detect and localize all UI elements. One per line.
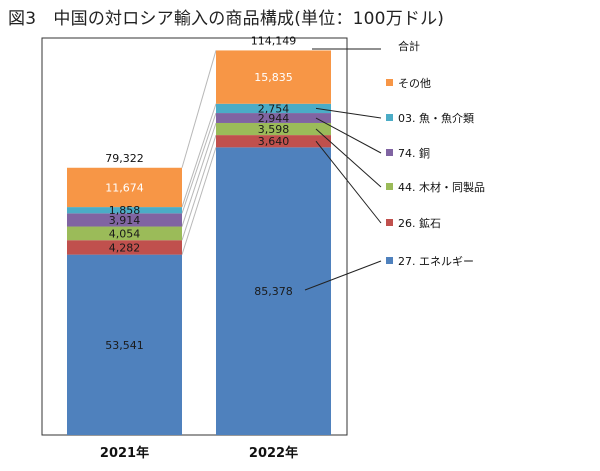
bar-segment: [67, 254, 182, 435]
legend-swatch: [386, 257, 393, 264]
data-label: 3,914: [109, 214, 141, 227]
legend-label: 26. 鉱石: [398, 216, 441, 230]
bar-segment: [67, 213, 182, 227]
data-label: 4,282: [109, 241, 141, 254]
data-label: 53,541: [105, 339, 144, 352]
series-connector-line: [181, 103, 217, 208]
data-label: 2,944: [258, 112, 290, 125]
leader-line: [315, 117, 382, 154]
data-label: 1,858: [109, 204, 141, 217]
legend-swatch: [386, 114, 393, 121]
bar-segment: [67, 226, 182, 241]
data-label: 15,835: [254, 71, 293, 84]
series-connector-line: [181, 122, 217, 227]
bar-segment: [216, 50, 331, 104]
legend-swatch: [386, 149, 393, 156]
legend-label: 44. 木材・同製品: [398, 180, 485, 194]
total-label: 114,149: [251, 34, 297, 47]
plot-area-border: [41, 37, 348, 436]
leader-line: [304, 260, 382, 291]
legend-label: 03. 魚・魚介類: [398, 112, 474, 125]
series-connector-line: [181, 50, 217, 168]
bar-segment: [67, 207, 182, 214]
data-label: 3,640: [258, 135, 290, 148]
bar-segment: [67, 240, 182, 255]
bar-segment: [216, 147, 331, 435]
legend-label: 74. 銅: [398, 146, 430, 160]
leader-line: [315, 107, 382, 119]
legend-label: その他: [398, 77, 431, 90]
bar-segment: [216, 103, 331, 114]
data-label: 2,754: [258, 102, 290, 115]
legend-swatch: [386, 219, 393, 226]
bar-segment: [216, 122, 331, 136]
legend-swatch: [386, 183, 393, 190]
series-connector-line: [181, 112, 217, 214]
bar-segment: [216, 113, 331, 123]
leader-line: [315, 140, 382, 224]
series-connector-line: [181, 147, 217, 255]
series-connector-line: [181, 134, 217, 241]
data-label: 11,674: [105, 181, 144, 194]
category-label: 2022年: [249, 445, 298, 461]
bar-segment: [67, 167, 182, 208]
category-label: 2021年: [100, 445, 149, 461]
data-label: 85,378: [254, 285, 293, 298]
leader-line: [315, 128, 382, 188]
legend-swatch: [386, 79, 393, 86]
data-label: 4,054: [109, 227, 141, 240]
chart-title: 図3 中国の対ロシア輸入の商品構成(単位：100万ドル): [8, 9, 445, 29]
legend-label-total: 合計: [398, 39, 420, 53]
legend-label: 27. エネルギー: [398, 255, 474, 268]
data-label: 3,598: [258, 123, 290, 136]
bar-segment: [216, 135, 331, 148]
total-label: 79,322: [105, 152, 144, 165]
